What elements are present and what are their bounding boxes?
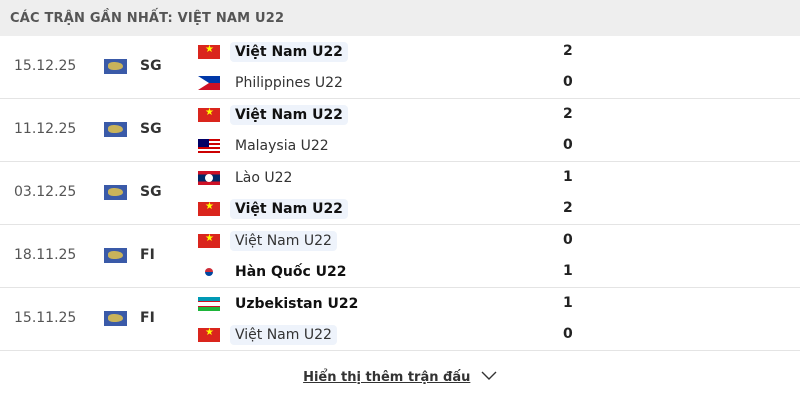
world-globe-icon: [104, 184, 127, 200]
team-home: Uzbekistan U22: [198, 292, 363, 316]
team-home: Lào U22: [198, 166, 297, 190]
team-name: Lào U22: [235, 170, 293, 186]
home-score: 2: [563, 106, 573, 122]
team-name: Malaysia U22: [235, 138, 329, 154]
match-date: 15.12.25: [14, 58, 77, 74]
team-name: Việt Nam U22: [230, 105, 348, 125]
home-score: 1: [563, 169, 573, 185]
team-name: Uzbekistan U22: [235, 296, 359, 312]
team-away: Việt Nam U22: [198, 197, 348, 221]
world-globe-icon: [104, 58, 127, 74]
away-score: 0: [563, 137, 573, 153]
flag-icon: [198, 234, 220, 248]
competition-label: SG: [140, 184, 162, 200]
show-more-link[interactable]: Hiển thị thêm trận đấu: [0, 370, 800, 385]
home-score: 0: [563, 232, 573, 248]
competition: FI: [104, 310, 155, 326]
competition-label: FI: [140, 310, 155, 326]
match-row[interactable]: 18.11.25 FI Việt Nam U22 Hàn Quốc U22 0 1: [0, 225, 800, 288]
team-home: Việt Nam U22: [198, 40, 348, 64]
competition: SG: [104, 121, 162, 137]
competition: FI: [104, 247, 155, 263]
section-title: CÁC TRẬN GẦN NHẤT: VIỆT NAM U22: [10, 10, 285, 26]
flag-icon: [198, 45, 220, 59]
team-home: Việt Nam U22: [198, 103, 348, 127]
competition-label: FI: [140, 247, 155, 263]
away-score: 0: [563, 326, 573, 342]
competition: SG: [104, 184, 162, 200]
competition-label: SG: [140, 58, 162, 74]
team-away: Việt Nam U22: [198, 323, 337, 347]
match-date: 18.11.25: [14, 247, 77, 263]
flag-icon: [198, 202, 220, 216]
team-name: Hàn Quốc U22: [235, 264, 347, 280]
match-row[interactable]: 15.11.25 FI Uzbekistan U22 Việt Nam U22 1…: [0, 288, 800, 351]
show-more-label: Hiển thị thêm trận đấu: [303, 370, 471, 385]
chevron-down-icon: [481, 371, 497, 380]
team-name: Việt Nam U22: [230, 325, 337, 345]
match-date: 11.12.25: [14, 121, 77, 137]
team-away: Philippines U22: [198, 71, 348, 95]
match-date: 15.11.25: [14, 310, 77, 326]
world-globe-icon: [104, 121, 127, 137]
team-name: Việt Nam U22: [230, 199, 348, 219]
team-away: Malaysia U22: [198, 134, 334, 158]
world-globe-icon: [104, 247, 127, 263]
home-score: 2: [563, 43, 573, 59]
team-name: Philippines U22: [235, 75, 343, 91]
flag-icon: [198, 297, 220, 311]
match-row[interactable]: 03.12.25 SG Lào U22 Việt Nam U22 1 2: [0, 162, 800, 225]
team-home: Việt Nam U22: [198, 229, 337, 253]
match-row[interactable]: 11.12.25 SG Việt Nam U22 Malaysia U22 2 0: [0, 99, 800, 162]
competition-label: SG: [140, 121, 162, 137]
flag-icon: [198, 76, 220, 90]
home-score: 1: [563, 295, 573, 311]
section-header: CÁC TRẬN GẦN NHẤT: VIỆT NAM U22: [0, 0, 800, 36]
away-score: 2: [563, 200, 573, 216]
away-score: 1: [563, 263, 573, 279]
team-away: Hàn Quốc U22: [198, 260, 352, 284]
away-score: 0: [563, 74, 573, 90]
world-globe-icon: [104, 310, 127, 326]
team-name: Việt Nam U22: [230, 42, 348, 62]
flag-icon: [198, 139, 220, 153]
flag-icon: [198, 108, 220, 122]
flag-icon: [198, 171, 220, 185]
flag-icon: [198, 328, 220, 342]
match-date: 03.12.25: [14, 184, 77, 200]
team-name: Việt Nam U22: [230, 231, 337, 251]
flag-icon: [198, 265, 220, 279]
competition: SG: [104, 58, 162, 74]
